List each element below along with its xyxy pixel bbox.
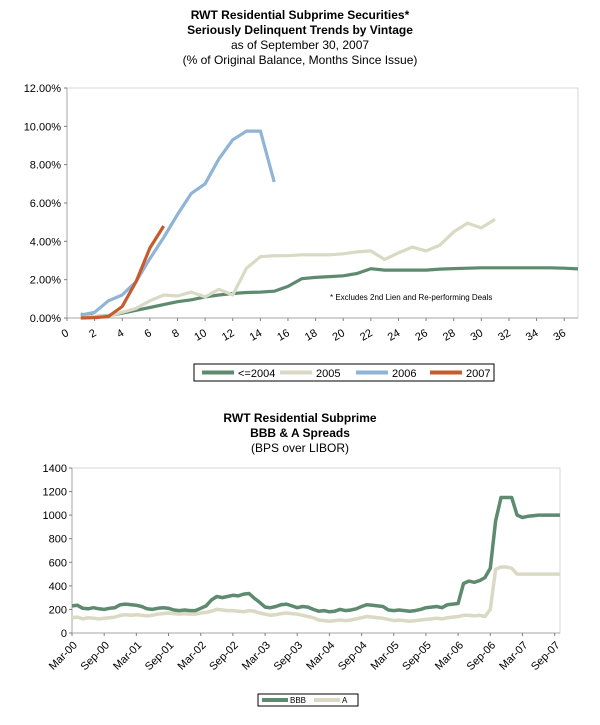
chart1-subtitle: Seriously Delinquent Trends by Vintage — [187, 23, 413, 37]
series-line-1 — [80, 217, 496, 319]
x-tick-label: 14 — [248, 327, 265, 344]
x-tick-label: 6 — [142, 327, 153, 340]
chart2-subtitle-units: (BPS over LIBOR) — [250, 441, 350, 455]
x-tick-label-2: Mar-01 — [111, 639, 144, 672]
chart1-title: RWT Residential Subprime Securities* — [190, 8, 410, 22]
y-tick-label: 2.00% — [30, 275, 61, 287]
x-tick-label-2: Sep-04 — [336, 639, 370, 673]
x-tick-label-2: Sep-06 — [465, 639, 499, 673]
spread-line-A — [71, 565, 560, 623]
spread-line-BBB — [71, 495, 560, 614]
y-tick-label-2: 0 — [61, 628, 67, 640]
x-tick-label: 10 — [192, 327, 209, 344]
series-line-0 — [80, 266, 579, 319]
x-tick-label: 20 — [331, 327, 348, 344]
y-tick-label: 0.00% — [30, 313, 61, 325]
legend-label-3: 2007 — [466, 368, 490, 380]
x-tick-label-2: Sep-05 — [400, 639, 434, 673]
legend-box — [193, 363, 495, 382]
footnote-annotation: * Excludes 2nd Lien and Re-performing De… — [330, 293, 492, 302]
y-tick-label-2: 1000 — [43, 510, 67, 522]
y-tick-label: 8.00% — [30, 160, 61, 172]
y-tick-label-2: 200 — [49, 604, 67, 616]
x-tick-label-2: Mar-05 — [369, 639, 402, 672]
x-tick-label-2: Mar-00 — [47, 639, 80, 672]
y-tick-label: 10.00% — [24, 121, 62, 133]
x-tick-label: 24 — [386, 327, 403, 344]
x-tick-label: 22 — [358, 327, 375, 344]
y-tick-label-2: 400 — [49, 581, 67, 593]
x-tick-label: 32 — [496, 327, 513, 344]
chart2-title: RWT Residential Subprime — [223, 411, 377, 425]
chart1-title-block: RWT Residential Subprime Securities* Ser… — [0, 8, 600, 68]
legend2-label-1: A — [342, 696, 348, 705]
y-tick-label: 6.00% — [30, 198, 61, 210]
x-tick-label-2: Mar-04 — [304, 639, 337, 672]
chart1-subtitle-units: (% of Original Balance, Months Since Iss… — [182, 53, 418, 67]
chart2-title-block: RWT Residential Subprime BBB & A Spreads… — [0, 411, 600, 456]
x-tick-label: 8 — [170, 327, 181, 340]
chart2-subtitle: BBB & A Spreads — [250, 426, 350, 440]
chart1-subtitle-date: as of September 30, 2007 — [230, 38, 370, 52]
plot-frame-2 — [71, 467, 561, 634]
legend2-label-0: BBB — [290, 696, 306, 705]
y-tick-label: 4.00% — [30, 236, 61, 248]
series-line-3 — [80, 225, 166, 320]
y-tick-label-2: 1400 — [43, 463, 67, 475]
y-tick-label: 12.00% — [24, 83, 62, 95]
x-tick-label-2: Mar-02 — [176, 639, 209, 672]
x-tick-label-2: Sep-07 — [529, 639, 563, 673]
x-tick-label: 34 — [524, 327, 541, 344]
x-tick-label-2: Sep-02 — [207, 639, 241, 673]
x-tick-label: 2 — [87, 327, 98, 340]
x-tick-label: 30 — [469, 327, 486, 344]
x-tick-label-2: Mar-06 — [433, 639, 466, 672]
x-tick-label: 16 — [275, 327, 292, 344]
x-tick-label: 4 — [115, 327, 126, 340]
x-tick-label: 28 — [441, 327, 458, 344]
x-tick-label-2: Sep-00 — [79, 639, 113, 673]
legend-label-0: <=2004 — [238, 368, 275, 380]
x-tick-label: 36 — [551, 327, 568, 344]
x-tick-label-2: Sep-01 — [143, 639, 177, 673]
x-tick-label: 12 — [220, 327, 237, 344]
x-tick-label-2: Mar-03 — [240, 639, 273, 672]
legend-label-2: 2006 — [392, 368, 416, 380]
x-tick-label-2: Sep-03 — [272, 639, 306, 673]
legend-label-1: 2005 — [316, 368, 340, 380]
y-tick-label-2: 1200 — [43, 487, 67, 499]
x-tick-label: 26 — [413, 327, 430, 344]
x-tick-label: 18 — [303, 327, 320, 344]
y-tick-label-2: 800 — [49, 534, 67, 546]
vintage-delinquency-chart: 0.00%2.00%4.00%6.00%8.00%10.00%12.00%0 2 4… — [24, 83, 579, 382]
y-tick-label-2: 600 — [49, 557, 67, 569]
x-tick-label-2: Mar-07 — [497, 639, 530, 672]
series-line-2 — [80, 129, 276, 317]
x-tick-label: 0 — [60, 327, 71, 340]
legend-box-2 — [257, 693, 359, 707]
